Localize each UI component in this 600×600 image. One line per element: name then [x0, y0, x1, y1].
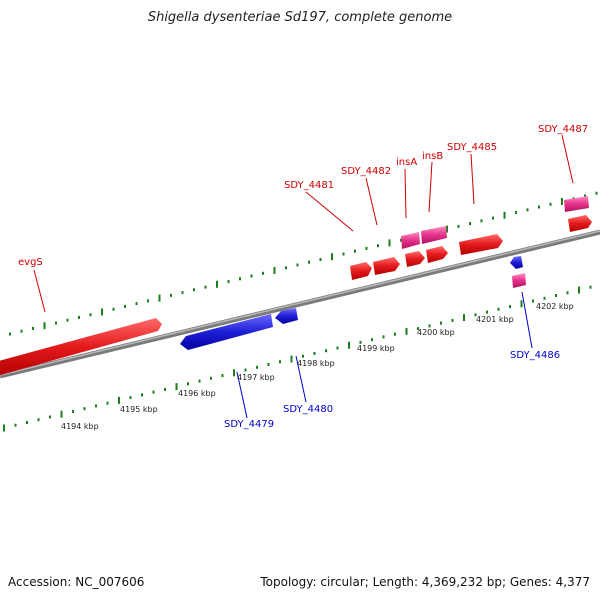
gene-SDY_4479[interactable]	[180, 314, 273, 350]
scale-label: 4199 kbp	[357, 344, 395, 353]
leader-SDY_4486	[521, 291, 533, 349]
gene-insB[interactable]	[426, 246, 448, 263]
reverse-gene-labels: SDY_4479 SDY_4480 SDY_4486	[224, 350, 560, 430]
reverse-scale-ticks	[3, 285, 592, 432]
gene-SDY_4481[interactable]	[350, 262, 372, 280]
accession-label: Accession: NC_007606	[8, 575, 145, 589]
gene-SDY_4480[interactable]	[275, 308, 298, 324]
mobile-elements	[401, 196, 589, 288]
leader-SDY_4481	[305, 191, 354, 232]
leader-insA	[404, 168, 407, 219]
leader-evgS	[33, 269, 46, 313]
scale-label: 4201 kbp	[476, 315, 514, 324]
genome-backbone-highlight	[0, 230, 600, 376]
label-SDY_4479: SDY_4479	[224, 419, 274, 430]
leader-insB	[428, 161, 433, 213]
leader-SDY_4487	[561, 134, 574, 184]
scale-label: 4196 kbp	[178, 389, 216, 398]
label-insB: insB	[422, 151, 443, 162]
leader-SDY_4479	[236, 371, 248, 419]
label-evgS: evgS	[18, 257, 43, 268]
forward-genes	[0, 215, 592, 376]
reverse-genes	[180, 256, 523, 350]
label-SDY_4486: SDY_4486	[510, 350, 560, 361]
gene-evgS[interactable]	[0, 318, 162, 376]
label-SDY_4485: SDY_4485	[447, 142, 497, 153]
scale-label: 4194 kbp	[61, 422, 99, 431]
label-SDY_4487: SDY_4487	[538, 124, 588, 135]
label-insA: insA	[396, 157, 417, 168]
gene-SDY_4482[interactable]	[373, 257, 400, 275]
scale-label: 4200 kbp	[417, 328, 455, 337]
gene-SDY_4487[interactable]	[568, 215, 592, 232]
scale-label: 4197 kbp	[237, 373, 275, 382]
label-SDY_4480: SDY_4480	[283, 404, 333, 415]
map-title: Shigella dysenteriae Sd197, complete gen…	[147, 10, 453, 25]
mobile-element-SDY_4486[interactable]	[512, 273, 526, 288]
gene-SDY_4486[interactable]	[510, 256, 523, 269]
scale-label: 4195 kbp	[120, 405, 158, 414]
gene-insA[interactable]	[405, 251, 425, 267]
leader-SDY_4480	[295, 355, 307, 403]
label-SDY_4481: SDY_4481	[284, 180, 334, 191]
scale-label: 4198 kbp	[297, 359, 335, 368]
genome-backbone	[0, 229, 600, 379]
forward-gene-labels: evgS SDY_4481 SDY_4482 insA insB SDY_448…	[18, 124, 588, 268]
mobile-element-SDY_4487[interactable]	[564, 196, 589, 212]
mobile-element-insA[interactable]	[401, 232, 420, 249]
scale-labels: 4194 kbp 4195 kbp 4196 kbp 4197 kbp 4198…	[61, 302, 574, 431]
scale-label: 4202 kbp	[536, 302, 574, 311]
mobile-element-insB[interactable]	[421, 226, 447, 244]
label-SDY_4482: SDY_4482	[341, 166, 391, 177]
label-leaders	[33, 134, 574, 419]
gene-SDY_4485[interactable]	[459, 234, 503, 255]
genome-summary: Topology: circular; Length: 4,369,232 bp…	[260, 575, 590, 589]
leader-SDY_4485	[470, 153, 475, 205]
leader-SDY_4482	[365, 177, 378, 226]
forward-scale-ticks	[9, 191, 598, 336]
